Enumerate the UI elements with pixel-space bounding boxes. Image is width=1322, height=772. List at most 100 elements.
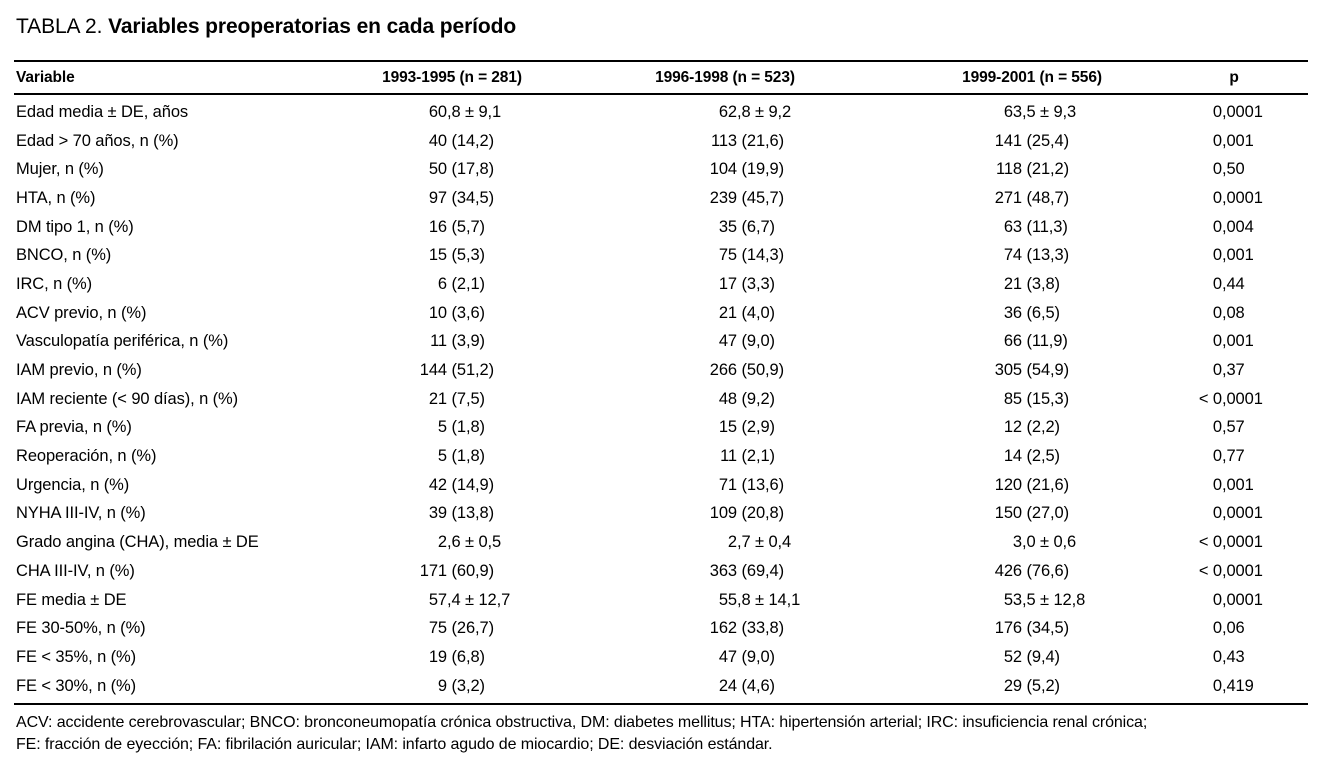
table-row: DM tipo 1, n (%) 16 (5,7) 35 (6,7) 63 (11,3… [14, 213, 1308, 242]
cell-period-1993-1995: 16 (5,7) [428, 217, 485, 236]
cell-period-1996-1998: 71 (13,6) [718, 475, 784, 494]
divider-bottom [14, 703, 1308, 706]
table-row: Urgencia, n (%) 42 (14,9) 71 (13,6) 120 (21… [14, 471, 1308, 500]
table-row: IAM previo, n (%) 144 (51,2) 266 (50,9) 305… [14, 356, 1308, 385]
row-label: ACV previo, n (%) [16, 303, 147, 322]
table-row: FE < 35%, n (%) 19 (6,8) 47 (9,0) 52 (9,4) 0… [14, 643, 1308, 672]
cell-period-1993-1995: 144 (51,2) [419, 361, 494, 380]
table-row: BNCO, n (%) 15 (5,3) 75 (14,3) 74 (13,3) 0,0… [14, 241, 1308, 270]
column-header-period-1996-1998: 1996-1998 (n = 523) [655, 68, 795, 86]
row-label: FE media ± DE [16, 590, 127, 609]
table-footnote: ACV: accidente cerebrovascular; BNCO: br… [14, 705, 1308, 755]
row-label: HTA, n (%) [16, 188, 96, 207]
table-header-row: Variable 1993-1995 (n = 281) 1996-1998 (… [14, 62, 1308, 93]
column-header-period-1993-1995: 1993-1995 (n = 281) [382, 68, 522, 86]
table-row: FA previa, n (%) 5 (1,8) 15 (2,9) 12 (2,2) 0… [14, 414, 1308, 443]
cell-p-value: 0,43 [1212, 647, 1245, 666]
cell-period-1993-1995: 5 (1,8) [437, 418, 485, 437]
cell-period-1996-1998: 239 (45,7) [709, 188, 784, 207]
table-row: NYHA III-IV, n (%) 39 (13,8) 109 (20,8) 150… [14, 500, 1308, 529]
cell-period-1996-1998: 55,8 ± 14,1 [718, 590, 801, 609]
divider-top [14, 60, 1308, 62]
cell-period-1999-2001: 176 (34,5) [994, 619, 1069, 638]
cell-period-1993-1995: 10 (3,6) [428, 303, 485, 322]
cell-period-1993-1995: 75 (26,7) [428, 619, 494, 638]
cell-period-1999-2001: 85 (15,3) [1003, 389, 1069, 408]
cell-period-1999-2001: 3,0 ± 0,6 [1012, 533, 1077, 552]
cell-p-value: < 0,0001 [1198, 561, 1263, 580]
cell-period-1999-2001: 52 (9,4) [1003, 647, 1060, 666]
cell-period-1999-2001: 14 (2,5) [1003, 447, 1060, 466]
cell-period-1999-2001: 74 (13,3) [1003, 246, 1069, 265]
cell-period-1993-1995: 57,4 ± 12,7 [428, 590, 511, 609]
cell-period-1996-1998: 47 (9,0) [718, 647, 775, 666]
cell-period-1999-2001: 271 (48,7) [994, 188, 1069, 207]
cell-period-1996-1998: 162 (33,8) [709, 619, 784, 638]
cell-period-1999-2001: 141 (25,4) [994, 131, 1069, 150]
cell-period-1996-1998: 2,7 ± 0,4 [727, 533, 792, 552]
cell-period-1993-1995: 50 (17,8) [428, 160, 494, 179]
cell-p-value: 0,0001 [1212, 504, 1263, 523]
cell-p-value: 0,37 [1212, 361, 1245, 380]
cell-p-value: 0,419 [1212, 676, 1254, 695]
row-label: Grado angina (CHA), media ± DE [16, 533, 259, 552]
cell-p-value: 0,001 [1212, 332, 1254, 351]
column-header-variable: Variable [16, 68, 75, 86]
cell-period-1993-1995: 21 (7,5) [428, 389, 485, 408]
table-row: FE media ± DE 57,4 ± 12,7 55,8 ± 14,1 53,5 … [14, 586, 1308, 615]
cell-p-value: 0,44 [1212, 274, 1245, 293]
row-label: Urgencia, n (%) [16, 475, 130, 494]
row-label: FE < 35%, n (%) [16, 647, 137, 666]
cell-period-1993-1995: 9 (3,2) [437, 676, 485, 695]
cell-period-1996-1998: 62,8 ± 9,2 [718, 102, 792, 121]
column-header-period-1999-2001: 1999-2001 (n = 556) [962, 68, 1102, 86]
cell-period-1996-1998: 48 (9,2) [718, 389, 775, 408]
row-label: FE 30-50%, n (%) [16, 619, 146, 638]
cell-p-value: 0,08 [1212, 303, 1245, 322]
table-row: CHA III-IV, n (%) 171 (60,9) 363 (69,4) 426… [14, 557, 1308, 586]
cell-period-1999-2001: 21 (3,8) [1003, 274, 1060, 293]
cell-period-1999-2001: 150 (27,0) [994, 504, 1069, 523]
cell-period-1996-1998: 113 (21,6) [710, 131, 784, 150]
table-caption: Variables preoperatorias en cada período [108, 15, 517, 38]
table-number: TABLA 2. [16, 15, 103, 38]
row-label: Vasculopatía periférica, n (%) [16, 332, 229, 351]
cell-period-1996-1998: 35 (6,7) [718, 217, 775, 236]
cell-p-value: 0,57 [1212, 418, 1245, 437]
cell-period-1993-1995: 171 (60,9) [419, 561, 494, 580]
cell-p-value: < 0,0001 [1198, 389, 1263, 408]
cell-period-1993-1995: 15 (5,3) [428, 246, 485, 265]
cell-p-value: < 0,0001 [1198, 533, 1263, 552]
cell-p-value: 0,0001 [1212, 188, 1263, 207]
footnote-line: ACV: accidente cerebrovascular; BNCO: br… [16, 714, 1148, 732]
row-label: Mujer, n (%) [16, 160, 104, 179]
cell-period-1996-1998: 24 (4,6) [718, 676, 775, 695]
cell-period-1993-1995: 6 (2,1) [437, 274, 485, 293]
table-row: Vasculopatía periférica, n (%) 11 (3,9) 47… [14, 328, 1308, 357]
cell-period-1999-2001: 120 (21,6) [994, 475, 1069, 494]
cell-period-1999-2001: 118 (21,2) [995, 160, 1069, 179]
cell-p-value: 0,50 [1212, 160, 1245, 179]
cell-p-value: 0,0001 [1212, 590, 1263, 609]
table-row: Grado angina (CHA), media ± DE 2,6 ± 0,5 2… [14, 528, 1308, 557]
cell-p-value: 0,004 [1212, 217, 1254, 236]
cell-period-1993-1995: 97 (34,5) [428, 188, 494, 207]
cell-period-1993-1995: 2,6 ± 0,5 [437, 533, 502, 552]
cell-period-1999-2001: 29 (5,2) [1003, 676, 1060, 695]
cell-period-1996-1998: 75 (14,3) [718, 246, 784, 265]
cell-period-1999-2001: 63 (11,3) [1003, 217, 1068, 236]
cell-period-1999-2001: 63,5 ± 9,3 [1003, 102, 1077, 121]
cell-period-1996-1998: 109 (20,8) [709, 504, 784, 523]
cell-p-value: 0,001 [1212, 246, 1254, 265]
cell-period-1999-2001: 305 (54,9) [994, 361, 1069, 380]
table-row: FE 30-50%, n (%) 75 (26,7) 162 (33,8) 176 (… [14, 614, 1308, 643]
cell-period-1996-1998: 104 (19,9) [709, 160, 784, 179]
cell-period-1993-1995: 40 (14,2) [428, 131, 494, 150]
row-label: NYHA III-IV, n (%) [16, 504, 146, 523]
cell-period-1996-1998: 21 (4,0) [718, 303, 775, 322]
row-label: Edad media ± DE, años [16, 102, 189, 121]
cell-p-value: 0,0001 [1212, 102, 1263, 121]
row-label: DM tipo 1, n (%) [16, 217, 134, 236]
footnote-line: FE: fracción de eyección; FA: fibrilació… [16, 735, 773, 753]
row-label: FE < 30%, n (%) [16, 676, 137, 695]
